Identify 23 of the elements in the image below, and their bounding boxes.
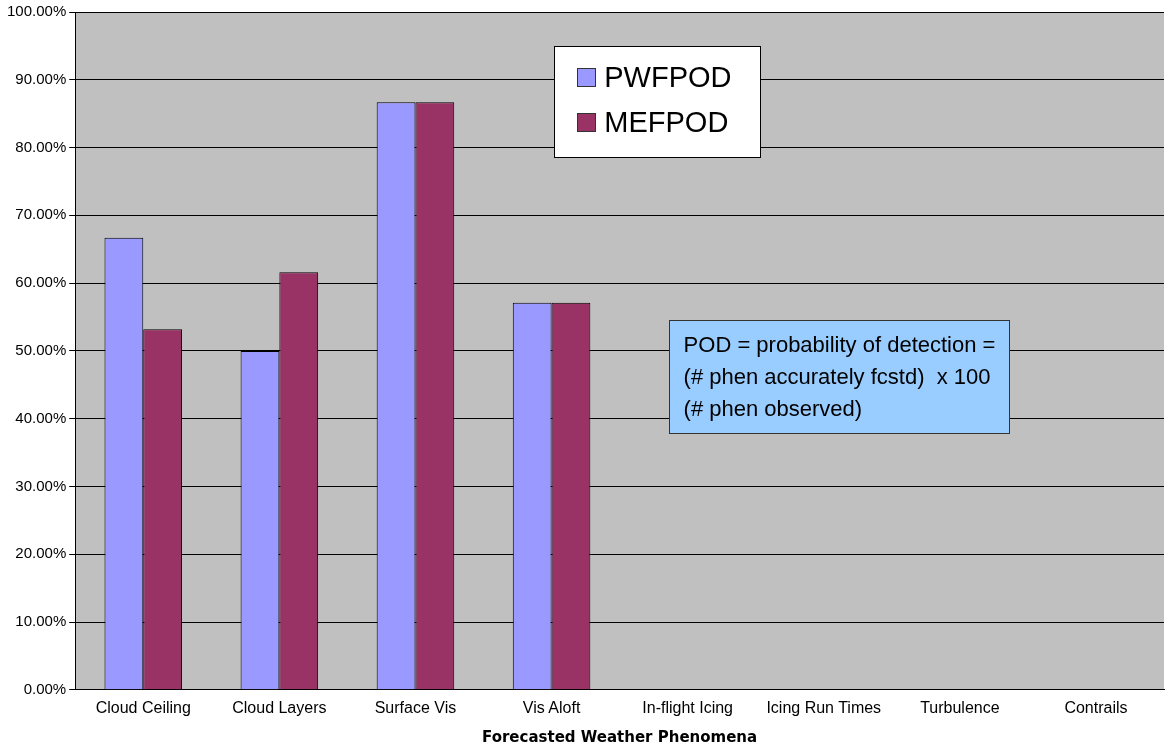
y-tick-label: 50.00% (15, 341, 67, 359)
y-tick-label: 60.00% (15, 273, 67, 291)
y-tick-label: 100.00% (7, 2, 67, 20)
y-tick-label: 90.00% (15, 69, 67, 87)
y-tick-label: 40.00% (15, 408, 67, 426)
x-tick-label: Contrails (1064, 698, 1128, 716)
legend-label: MEFPOD (604, 105, 729, 139)
y-tick-label: 30.00% (15, 476, 67, 494)
x-tick-label: In-flight Icing (642, 698, 734, 716)
x-tick-label: Icing Run Times (766, 698, 882, 716)
y-tick-label: 0.00% (23, 679, 67, 697)
y-tick-label: 80.00% (15, 137, 67, 155)
y-tick-label: 10.00% (15, 612, 67, 630)
y-tick-label: 20.00% (15, 544, 67, 562)
x-axis-title: Forecasted Weather Phenomena (482, 727, 758, 746)
x-tick-label: Turbulence (920, 698, 1000, 716)
x-tick-label: Vis Aloft (522, 698, 581, 716)
x-tick-label: Surface Vis (374, 698, 457, 716)
legend-label: PWFPOD (604, 60, 732, 94)
x-tick-label: Cloud Ceiling (95, 698, 191, 716)
y-tick-label: 70.00% (15, 205, 67, 223)
x-tick-label: Cloud Layers (232, 698, 327, 716)
annotation: POD = probability of detection = (# phen accurately fcstd) x 100 (# phen observed) (668, 320, 1011, 435)
